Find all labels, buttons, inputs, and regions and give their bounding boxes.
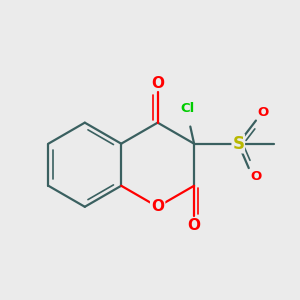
Text: O: O bbox=[188, 218, 201, 233]
Text: Cl: Cl bbox=[181, 102, 195, 115]
Text: O: O bbox=[151, 199, 164, 214]
Text: O: O bbox=[151, 76, 164, 91]
Text: S: S bbox=[232, 135, 244, 153]
Text: O: O bbox=[250, 170, 262, 183]
Text: O: O bbox=[258, 106, 269, 119]
